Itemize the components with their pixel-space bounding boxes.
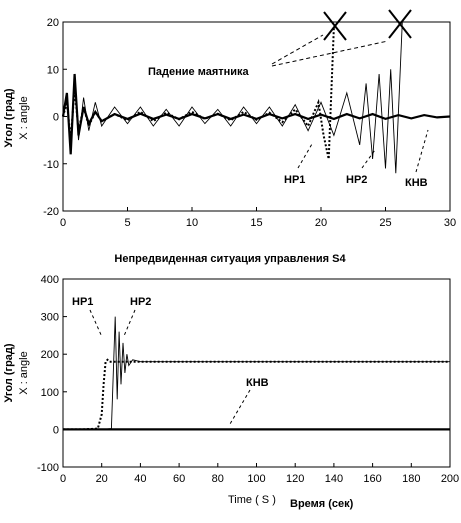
top-khv-arrow xyxy=(415,129,429,173)
top-xtick-label: 0 xyxy=(60,217,66,229)
bottom-ytick-label: -100 xyxy=(37,462,59,474)
bottom-xtick-label: 180 xyxy=(402,473,420,485)
top-xtick-label: 5 xyxy=(124,217,130,229)
top-ytick-label: 0 xyxy=(53,112,59,124)
top-hp2-label: HP2 xyxy=(346,174,367,186)
top-ytick-label: 10 xyxy=(47,64,59,76)
top-series-hp2 xyxy=(62,21,403,174)
bottom-xtick-label: 100 xyxy=(247,473,265,485)
top-chart-series xyxy=(61,21,451,174)
top-xtick-label: 10 xyxy=(186,217,198,229)
bottom-ytick-label: 400 xyxy=(41,274,59,286)
top-xtick-label: 30 xyxy=(444,217,456,229)
top-xtick-label: 25 xyxy=(379,217,391,229)
bottom-chart-title: Непредвиденная ситуация управления S4 xyxy=(114,253,346,265)
fall-annotation: Падение маятника xyxy=(148,66,250,78)
bottom-chart-ticks: 0 20 40 60 80 100 120 140 160 180 200-100010020030… xyxy=(37,274,459,485)
bottom-annotation-arrows xyxy=(89,309,251,425)
bottom-xlabel-ru: Время (сек) xyxy=(290,498,354,510)
bottom-hp1-label: HP1 xyxy=(72,296,93,308)
fall-marker-hp1-b xyxy=(323,11,347,41)
bottom-hp1-arrow xyxy=(89,309,103,338)
bottom-series-hp1 xyxy=(63,358,450,431)
annotation-arrows xyxy=(271,34,429,173)
top-hp1-label: HP1 xyxy=(284,174,305,186)
fall-marker-hp2-b xyxy=(388,9,412,39)
bottom-xtick-label: 120 xyxy=(286,473,304,485)
top-ytick-label: -20 xyxy=(43,206,59,218)
bottom-ytick-label: 200 xyxy=(41,349,59,361)
top-series-кнв xyxy=(61,73,451,155)
top-ylabel-en: X : angle xyxy=(18,96,30,139)
bottom-khv-label: КНВ xyxy=(246,377,269,389)
bottom-xtick-label: 140 xyxy=(325,473,343,485)
bottom-xtick-label: 200 xyxy=(441,473,459,485)
bottom-ytick-label: 0 xyxy=(53,424,59,436)
bottom-chart: 0 20 40 60 80 100 120 140 160 180 200-100010020030… xyxy=(3,274,459,510)
bottom-khv-arrow xyxy=(229,389,251,425)
bottom-series-hp2 xyxy=(63,316,450,430)
bottom-xtick-label: 80 xyxy=(212,473,224,485)
bottom-xlabel-en: Time ( S ) xyxy=(228,494,276,506)
top-hp1-arrow xyxy=(297,143,313,169)
bottom-ytick-label: 300 xyxy=(41,312,59,324)
bottom-hp2-label: HP2 xyxy=(130,296,151,308)
bottom-xtick-label: 40 xyxy=(134,473,146,485)
top-chart: 0 5 10 15 20 25 30 -20 -10 0 10 20 Угол (град) X : … xyxy=(3,9,456,229)
bottom-xtick-label: 160 xyxy=(363,473,381,485)
top-series-hp1 xyxy=(62,26,335,160)
top-hp2-arrow xyxy=(361,149,376,169)
fall-arrow-1 xyxy=(271,34,324,65)
top-ytick-label: -10 xyxy=(43,159,59,171)
bottom-chart-frame xyxy=(62,278,451,468)
bottom-ylabel-en: X : angle xyxy=(18,351,30,394)
top-khv-label: КНВ xyxy=(405,177,428,189)
bottom-xtick-label: 60 xyxy=(173,473,185,485)
bottom-chart-series xyxy=(63,316,450,431)
top-ytick-label: 20 xyxy=(47,17,59,29)
bottom-ytick-label: 100 xyxy=(41,387,59,399)
bottom-xtick-label: 20 xyxy=(96,473,108,485)
fall-markers xyxy=(323,9,412,41)
bottom-hp2-arrow xyxy=(123,309,136,337)
bottom-ylabel-ru: Угол (град) xyxy=(3,343,15,402)
fall-arrow-2 xyxy=(271,40,389,67)
top-chart-ticks: 0 5 10 15 20 25 30 -20 -10 0 10 20 xyxy=(43,17,456,229)
top-xtick-label: 20 xyxy=(315,217,327,229)
top-xtick-label: 15 xyxy=(250,217,262,229)
top-ylabel-ru: Угол (град) xyxy=(3,88,15,147)
bottom-xtick-label: 0 xyxy=(60,473,66,485)
